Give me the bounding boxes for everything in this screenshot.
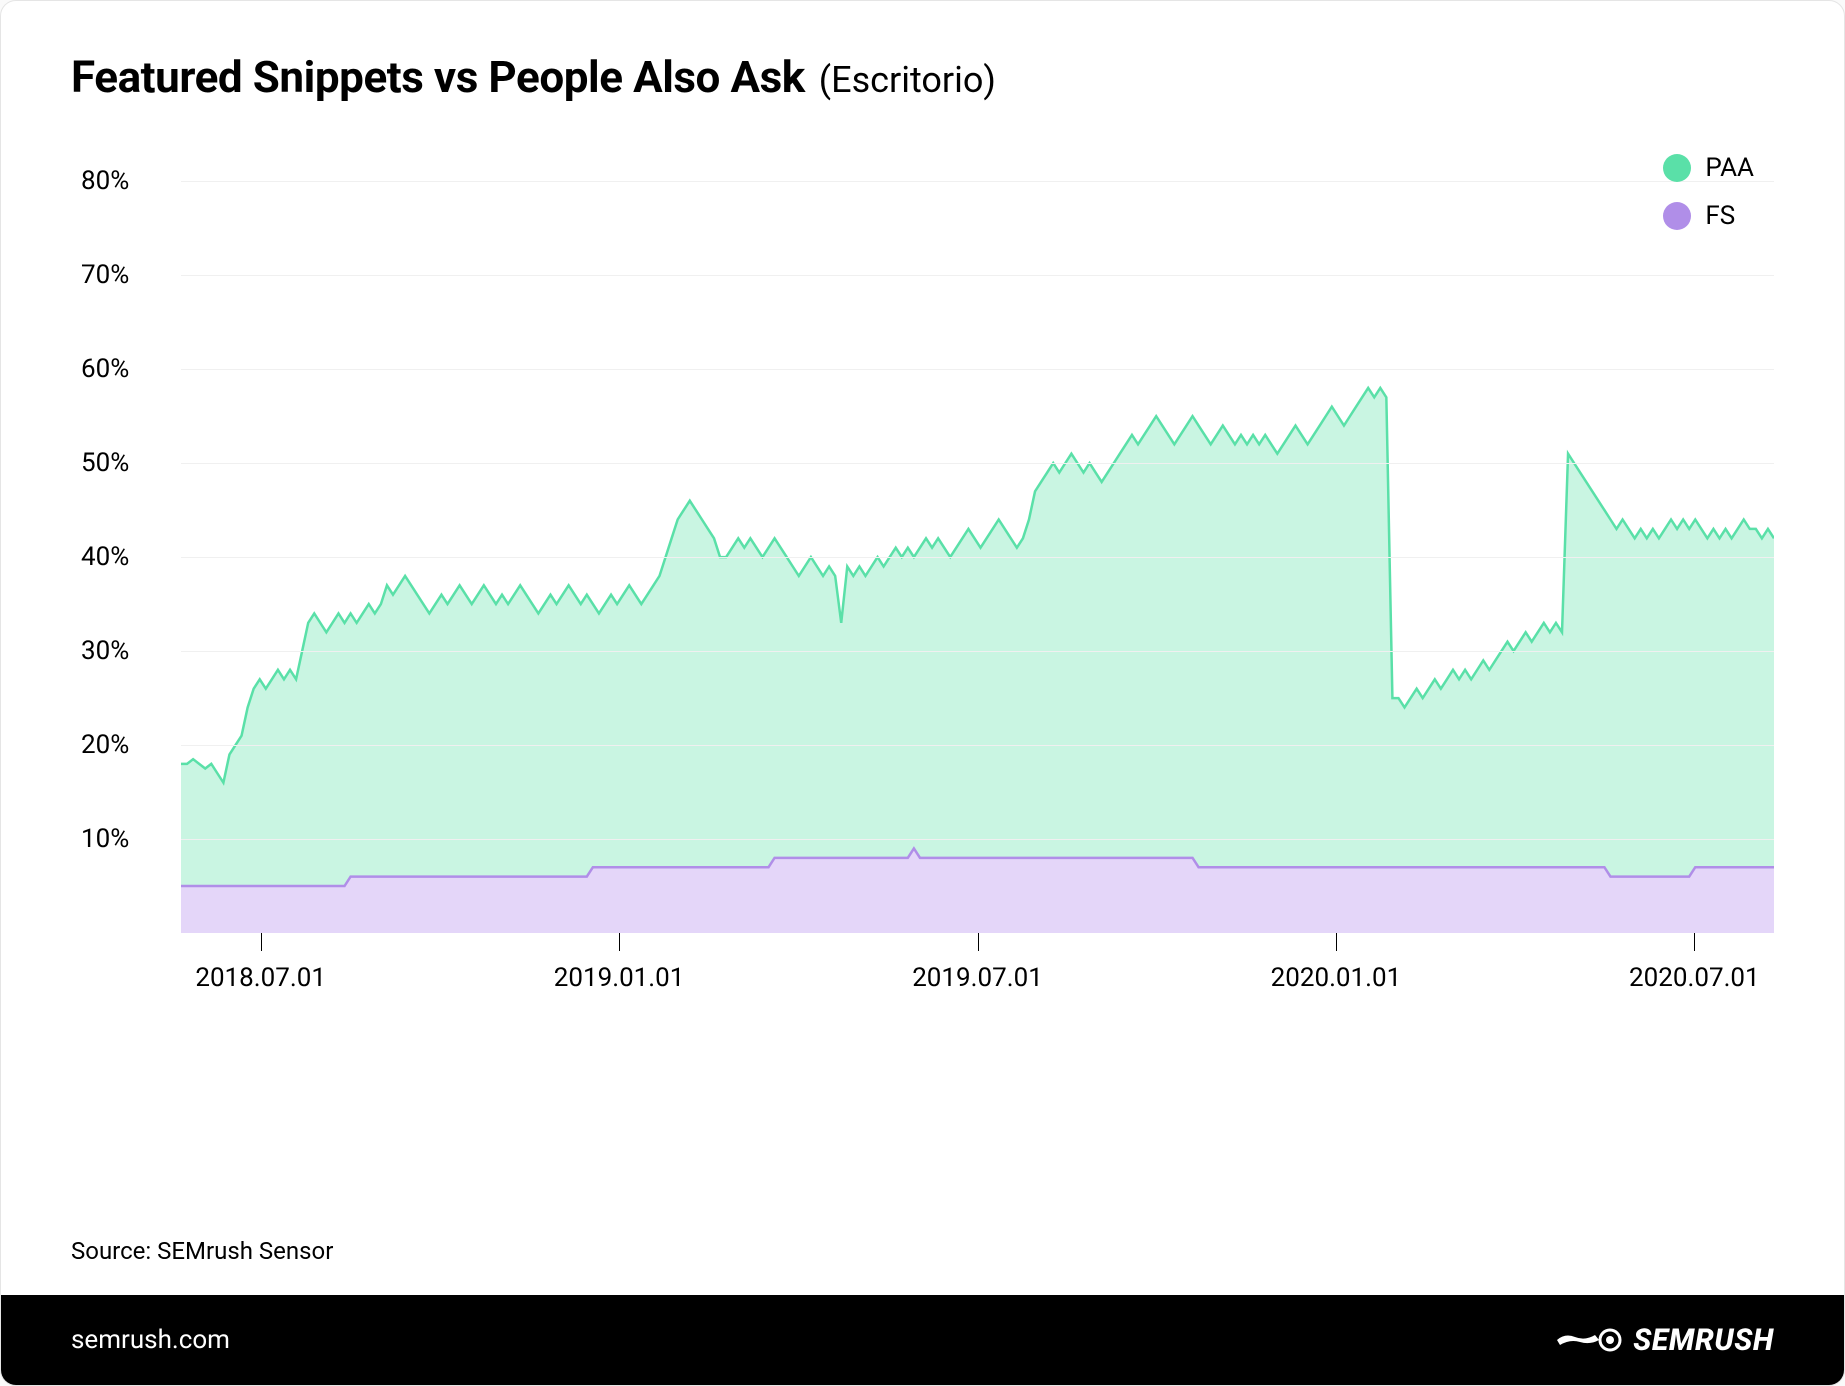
gridline [181, 181, 1774, 182]
y-axis-label: 70% [81, 260, 129, 290]
plot-region: 10% 20% 30% 40% 50% 60% 70% 80% [81, 153, 1774, 933]
gridline [181, 745, 1774, 746]
x-axis-label: 2018.07.01 [195, 963, 326, 993]
legend-swatch-fs [1663, 202, 1691, 230]
gridline [181, 275, 1774, 276]
gridline [181, 369, 1774, 370]
footer-bar: semrush.com SEMRUSH [1, 1295, 1844, 1385]
area-chart-svg [181, 153, 1774, 933]
y-axis-label: 10% [81, 824, 129, 854]
x-tick [261, 933, 262, 951]
chart-subtitle: (Escritorio) [819, 59, 996, 101]
y-axis-label: 80% [81, 166, 129, 196]
footer-logo: SEMRUSH [1555, 1323, 1774, 1358]
source-text: Source: SEMrush Sensor [71, 1237, 1774, 1265]
footer-brand-text: SEMRUSH [1633, 1323, 1774, 1358]
card-content: Featured Snippets vs People Also Ask (Es… [1, 1, 1844, 1295]
legend: PAA FS [1663, 153, 1754, 249]
x-axis-label: 2020.01.01 [1271, 963, 1402, 993]
x-tick [619, 933, 620, 951]
y-axis-label: 50% [81, 448, 129, 478]
gridline [181, 839, 1774, 840]
x-axis-label: 2020.07.01 [1629, 963, 1760, 993]
gridline [181, 463, 1774, 464]
legend-swatch-paa [1663, 154, 1691, 182]
legend-item-paa: PAA [1663, 153, 1754, 183]
x-tick [1336, 933, 1337, 951]
chart-card: Featured Snippets vs People Also Ask (Es… [0, 0, 1845, 1386]
x-tick [978, 933, 979, 951]
chart-area: PAA FS 10% 20% 30% 40% 50% 60% 70% 80% 2018.07.… [71, 153, 1774, 1187]
flame-icon [1555, 1325, 1625, 1355]
gridline [181, 651, 1774, 652]
x-axis-label: 2019.07.01 [912, 963, 1043, 993]
gridline [181, 557, 1774, 558]
y-axis-label: 30% [81, 636, 129, 666]
title-row: Featured Snippets vs People Also Ask (Es… [71, 51, 1774, 103]
x-axis-label: 2019.01.01 [554, 963, 685, 993]
series-area [181, 388, 1774, 933]
x-axis: 2018.07.01 2019.01.01 2019.07.01 2020.01.01… [181, 933, 1774, 1013]
legend-label-paa: PAA [1705, 153, 1754, 183]
y-axis-label: 40% [81, 542, 129, 572]
y-axis-label: 20% [81, 730, 129, 760]
footer-domain: semrush.com [71, 1325, 230, 1355]
legend-item-fs: FS [1663, 201, 1754, 231]
chart-title: Featured Snippets vs People Also Ask [71, 51, 805, 103]
y-axis-label: 60% [81, 354, 129, 384]
x-tick [1694, 933, 1695, 951]
legend-label-fs: FS [1705, 201, 1735, 231]
